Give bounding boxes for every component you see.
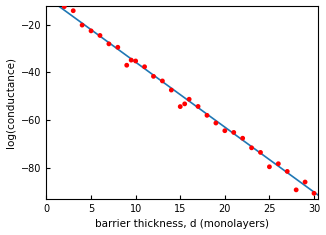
Point [204,114,210,117]
Point [249,146,254,150]
Point [71,9,76,13]
Point [285,169,290,173]
Point [106,42,111,46]
Point [293,188,299,192]
Point [240,136,245,140]
Point [88,29,94,33]
Point [196,105,201,108]
Point [142,65,147,69]
Point [115,45,120,49]
Point [160,79,165,83]
Point [62,5,67,8]
Point [169,88,174,92]
Point [258,151,263,154]
Point [151,74,156,78]
Point [303,180,308,184]
Point [80,23,85,27]
Y-axis label: log(conductance): log(conductance) [6,57,16,148]
Point [231,131,236,134]
Point [186,97,192,101]
Point [124,63,129,67]
Point [276,162,281,166]
Point [311,192,317,195]
Point [178,105,183,109]
Point [222,129,228,133]
X-axis label: barrier thickness, d (monolayers): barrier thickness, d (monolayers) [96,219,270,229]
Point [267,165,272,169]
Point [213,121,218,125]
Point [133,59,138,63]
Point [97,34,103,37]
Point [128,58,134,62]
Point [182,102,187,106]
